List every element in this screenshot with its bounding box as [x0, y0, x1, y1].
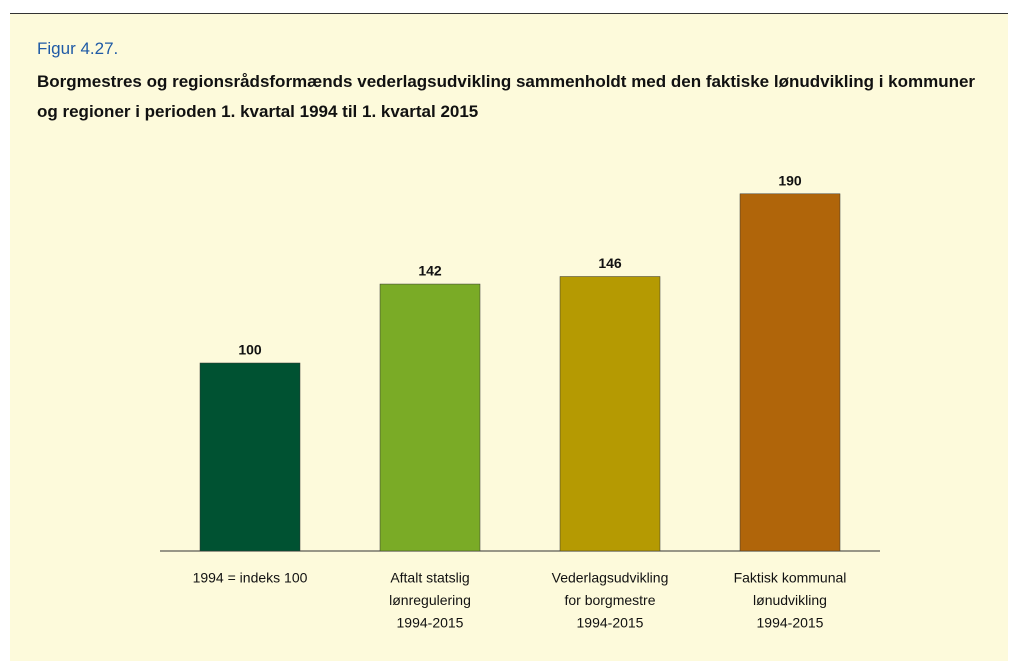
- bar: [199, 362, 301, 552]
- data-label: 146: [598, 255, 622, 271]
- x-tick-label: for borgmestre: [564, 592, 655, 608]
- x-tick-label: lønudvikling: [753, 592, 827, 608]
- x-tick-label: lønregulering: [389, 592, 471, 608]
- x-tick-label: Vederlagsudvikling: [552, 570, 669, 586]
- x-tick-label: 1994-2015: [577, 615, 644, 631]
- x-tick-label: 1994-2015: [757, 615, 824, 631]
- panel: Figur 4.27. Borgmestres og regionsrådsfo…: [10, 13, 1008, 661]
- data-label: 142: [418, 263, 442, 279]
- bar: [379, 283, 481, 552]
- data-label: 100: [238, 342, 262, 358]
- chart-title: Borgmestres og regionsrådsformænds veder…: [37, 72, 976, 121]
- x-tick-label: Aftalt statslig: [390, 570, 469, 586]
- figure-label: Figur 4.27.: [37, 39, 119, 58]
- bar: [739, 193, 841, 552]
- data-label: 190: [778, 173, 802, 189]
- x-tick-label: 1994-2015: [397, 615, 464, 631]
- x-tick-label: Faktisk kommunal: [734, 570, 847, 586]
- x-tick-label: 1994 = indeks 100: [193, 570, 308, 586]
- bar: [559, 276, 661, 552]
